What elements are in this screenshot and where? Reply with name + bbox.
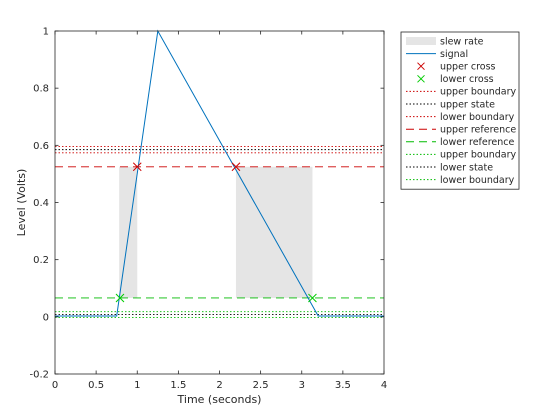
marker-stroke [417,74,425,83]
x-tick-label: 0 [52,380,58,391]
legend-label: slew rate [440,36,484,47]
legend-label: upper boundary [440,150,516,161]
x-tick-label: 3.5 [335,380,351,391]
legend-box [400,31,520,190]
y-tick-label: 0.6 [33,141,49,152]
marker-stroke [308,293,317,303]
legend-swatch [417,62,425,71]
lower-cross-marker [308,293,317,303]
x-tick-label: 1 [134,380,140,391]
y-tick-label: 1 [43,27,49,38]
y-axis-label: Level (Volts) [15,169,28,237]
upper-cross-marker [231,162,241,172]
x-tick-label: 3 [299,380,305,391]
legend-label: lower reference [440,137,515,148]
marker-stroke [417,62,425,71]
x-tick-label: 2 [216,380,222,391]
marker-stroke [231,162,241,172]
x-tick-label: 0.5 [88,380,104,391]
axis-ticks: 0 0.5 1 1.5 2 2.5 3 3.5 4-0.200.20.40.60.81 [29,27,387,392]
upper-cross-marker [132,162,142,172]
marker-stroke [132,162,142,172]
legend-label: upper state [440,99,495,110]
y-tick-label: 0.4 [33,198,49,209]
legend-label: upper reference [440,125,516,136]
legend-label: lower boundary [440,112,515,123]
y-tick-label: 0 [43,312,49,323]
legend-swatch [406,37,436,45]
legend-label: signal [440,49,468,60]
marker-stroke [115,293,125,303]
legend-label: upper cross [440,62,496,73]
legend-label: lower cross [440,74,494,85]
y-tick-label: 0.8 [33,84,49,95]
x-axis-label: Time (seconds) [177,393,262,406]
x-tick-label: 2.5 [253,380,269,391]
lower-cross-marker [115,293,125,303]
legend-swatch [417,74,425,83]
y-tick-label: -0.2 [29,370,49,381]
legend-label: upper boundary [440,87,516,98]
legend-label: lower state [440,162,493,173]
x-tick-label: 4 [381,380,387,391]
y-tick-label: 0.2 [33,255,49,266]
x-tick-label: 1.5 [170,380,186,391]
slew-rate-region [235,166,313,298]
legend-label: lower boundary [440,175,515,186]
